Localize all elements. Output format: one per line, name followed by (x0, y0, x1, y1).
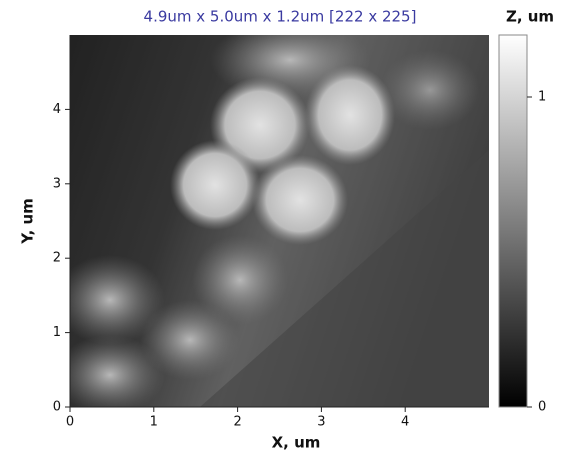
x-tick-label: 2 (233, 415, 241, 430)
x-tick-label: 4 (401, 415, 409, 430)
y-tick-label: 2 (53, 251, 61, 266)
colorbar-tick-label: 0 (538, 400, 546, 415)
y-tick-label: 0 (53, 400, 61, 415)
x-tick-label: 1 (150, 415, 158, 430)
chart-title: 4.9um x 5.0um x 1.2um [222 x 225] (144, 8, 417, 26)
y-axis-label: Y, um (19, 198, 37, 245)
x-tick-label: 0 (66, 415, 74, 430)
colorbar-tick-label: 1 (538, 90, 546, 105)
y-tick-label: 1 (53, 325, 61, 340)
x-axis-label: X, um (272, 434, 321, 452)
page: 4.9um x 5.0um x 1.2um [222 x 225] Z, um … (0, 0, 568, 463)
y-tick-label: 3 (53, 176, 61, 191)
chart: 4.9um x 5.0um x 1.2um [222 x 225] Z, um … (0, 0, 568, 459)
y-tick-label: 4 (53, 102, 61, 117)
colorbar-label: Z, um (506, 8, 554, 26)
x-tick-label: 3 (317, 415, 325, 430)
colorbar (499, 35, 527, 407)
afm-image (55, 20, 489, 415)
